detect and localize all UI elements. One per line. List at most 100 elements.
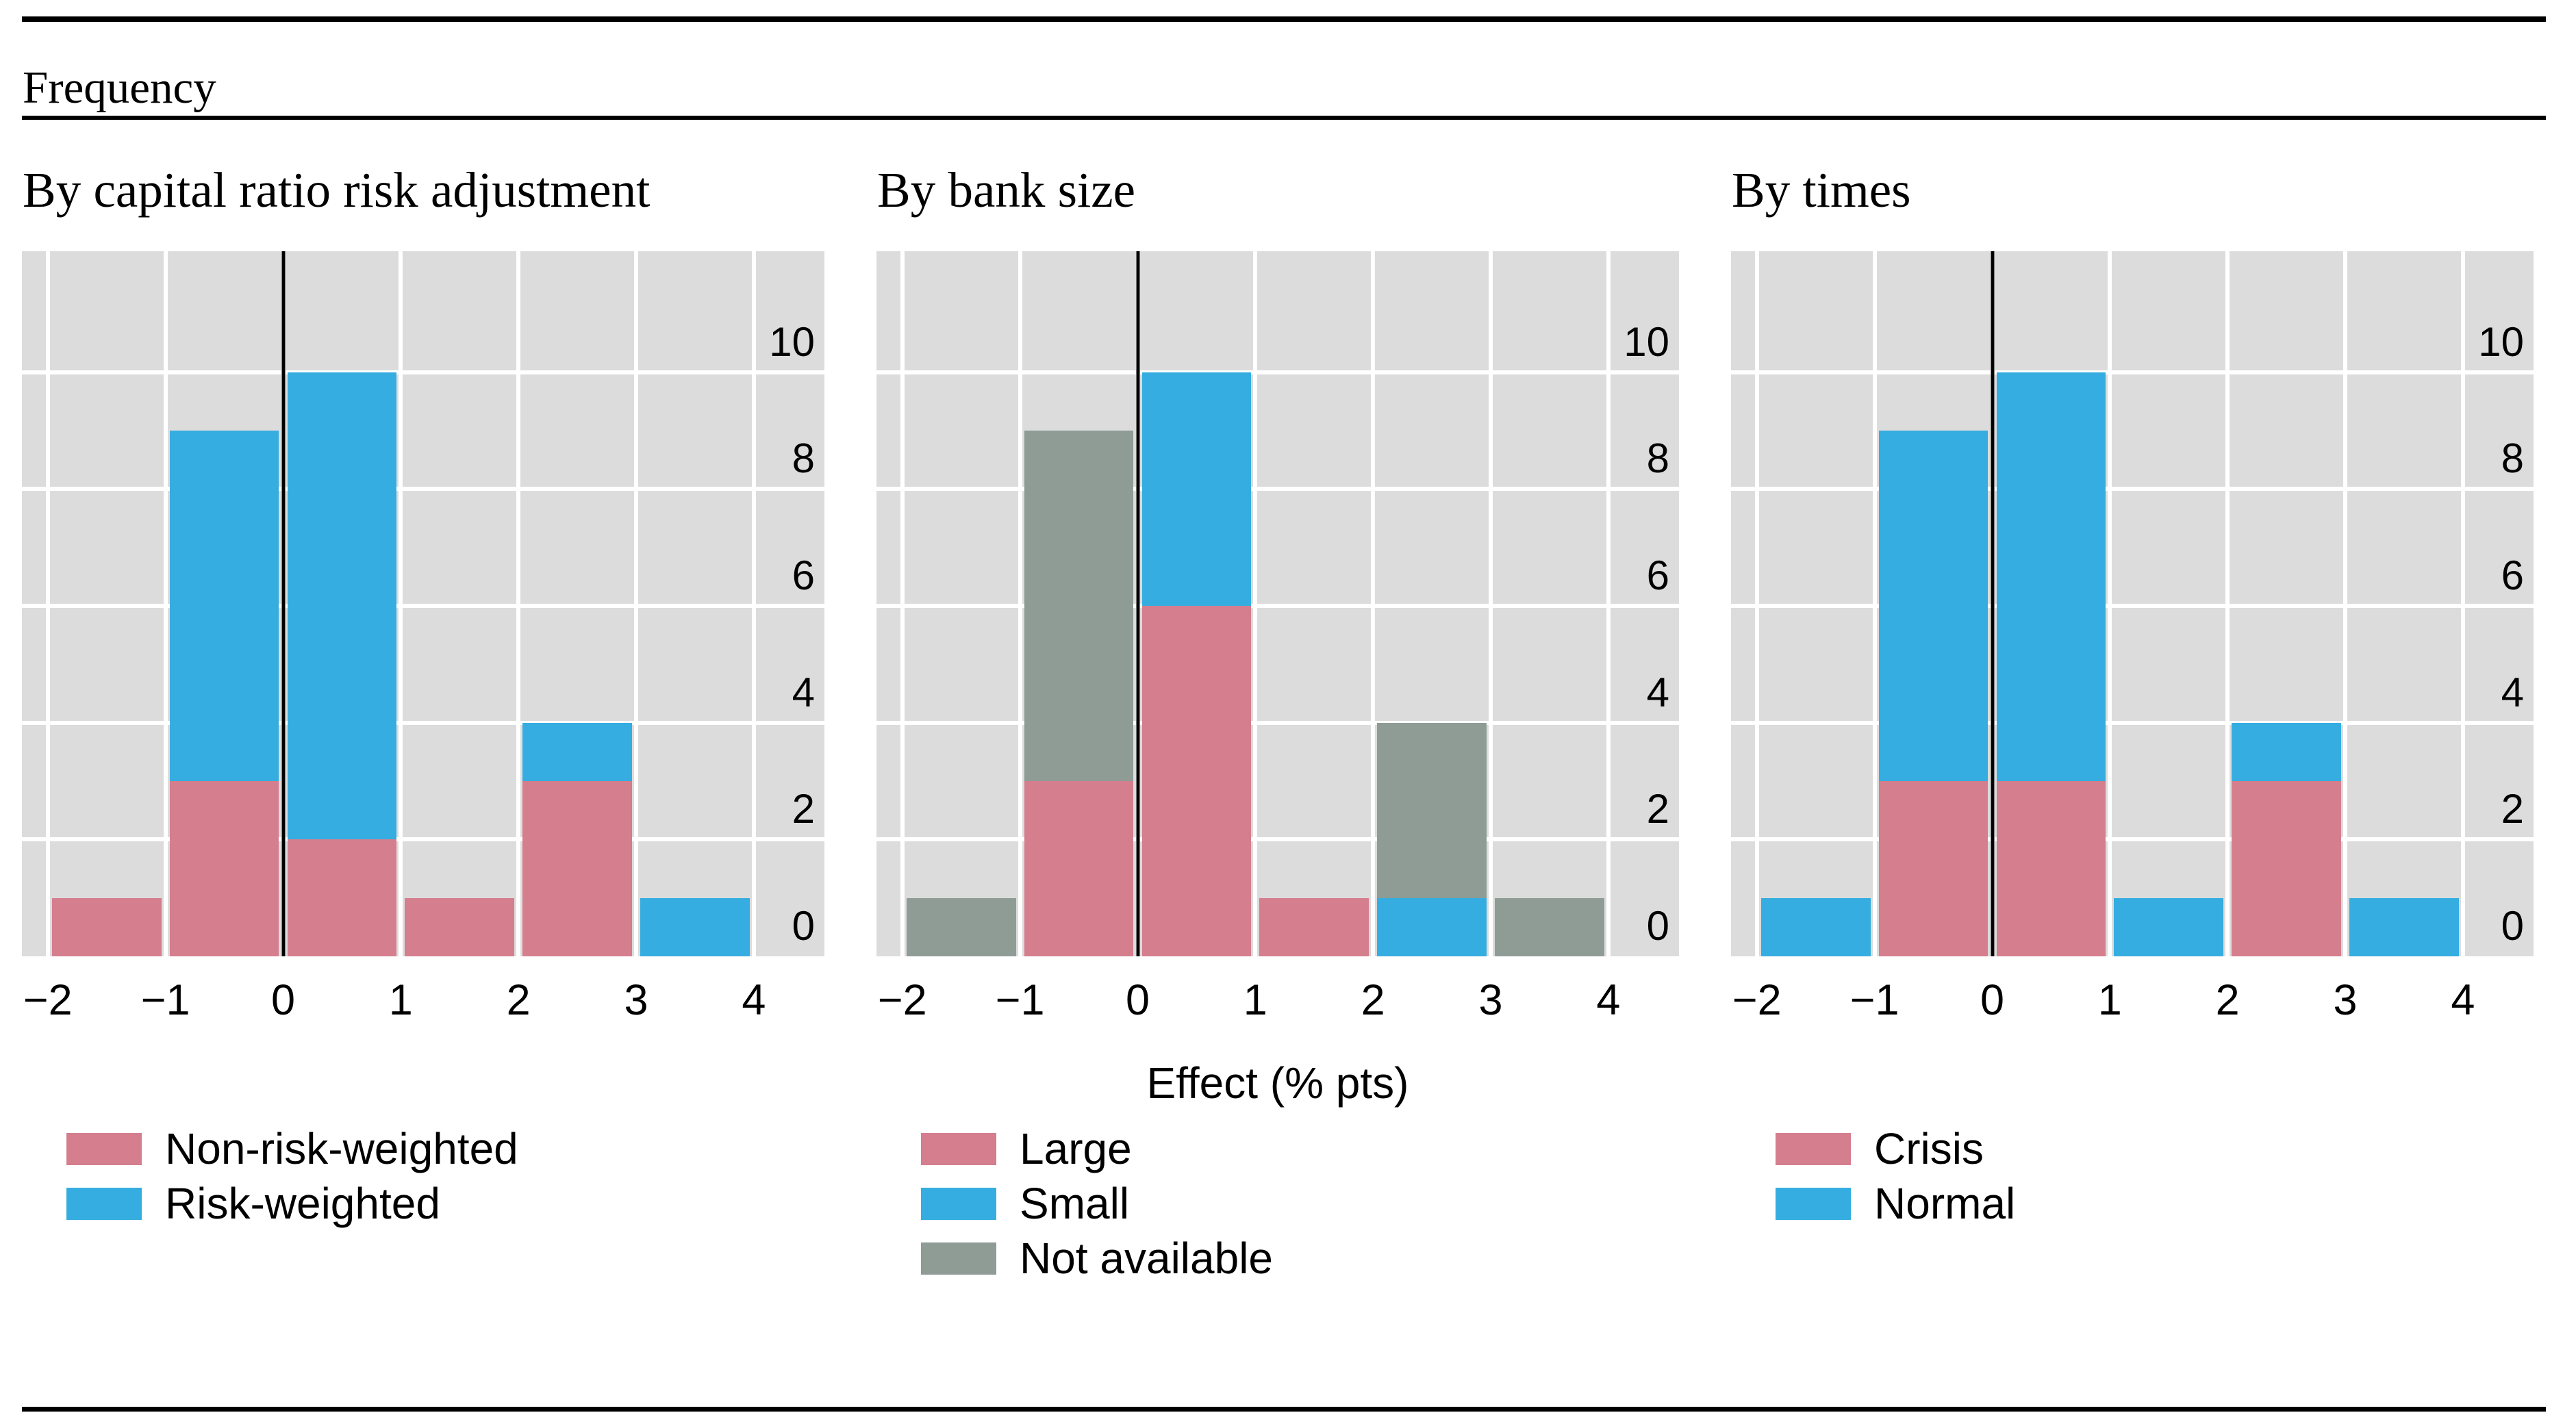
y-tick-label: 6: [1646, 552, 1669, 598]
horizontal-gridline: [1731, 487, 2534, 492]
x-tick-label: 3: [624, 976, 648, 1024]
plot-area: 0 2 4 6 8 10: [876, 251, 1679, 956]
bar-segment: [1024, 781, 1134, 956]
bar-segment: [51, 897, 162, 956]
figure-title: Frequency: [23, 62, 216, 113]
bar-segment: [1760, 897, 1871, 956]
horizontal-gridline: [1731, 720, 2534, 725]
x-tick-label: −1: [140, 976, 190, 1024]
bar-segment: [2349, 897, 2459, 956]
x-tick-label: −1: [1849, 976, 1899, 1024]
legend-swatch: [66, 1187, 142, 1220]
x-tick-labels: −2 −1 0 1 2 3 4: [1731, 979, 2534, 1034]
bottom-rule: [22, 1407, 2546, 1412]
x-tick-label: 4: [742, 976, 766, 1024]
bar-segment: [1495, 897, 1604, 956]
legend-swatch: [921, 1132, 996, 1165]
bar-segment: [287, 372, 397, 840]
y-tick-label: 2: [792, 786, 815, 832]
legend-swatch: [921, 1242, 996, 1275]
title-underline-rule: [22, 116, 2546, 120]
panel-subtitle: By times: [1732, 162, 1911, 218]
x-tick-label: 3: [1478, 976, 1503, 1024]
bar-segment: [2232, 781, 2341, 956]
zero-reference-line: [1991, 251, 1994, 956]
legend-swatch: [66, 1132, 142, 1165]
x-axis-label: Effect (% pts): [1146, 1058, 1409, 1108]
legend-item: Not available: [921, 1234, 1273, 1283]
legend-swatch: [921, 1187, 996, 1220]
y-tick-label: 10: [769, 318, 815, 365]
bar-segment: [1878, 781, 1988, 956]
legend-label: Crisis: [1874, 1124, 1984, 1173]
panel-subtitle: By capital ratio risk adjustment: [23, 162, 651, 218]
x-tick-labels: −2 −1 0 1 2 3 4: [22, 979, 824, 1034]
y-tick-label: 10: [2478, 318, 2524, 365]
bar-segment: [169, 781, 279, 956]
horizontal-gridline: [876, 604, 1679, 608]
panel-subtitle: By bank size: [877, 162, 1136, 218]
y-tick-label: 4: [2501, 669, 2524, 715]
y-tick-label: 4: [792, 669, 815, 715]
legend-item: Risk-weighted: [66, 1179, 518, 1228]
horizontal-gridline: [876, 720, 1679, 725]
bar-segment: [2114, 897, 2224, 956]
y-tick-label: 8: [1646, 435, 1669, 482]
y-tick-label: 4: [1646, 669, 1669, 715]
bar-segment: [1996, 372, 2106, 781]
x-tick-label: −2: [877, 976, 927, 1024]
panel-by-capital-ratio-risk-adjustment: By capital ratio risk adjustment 0 2 4 6 8 10…: [22, 0, 824, 1428]
horizontal-gridline: [22, 487, 824, 492]
bar-segment: [1377, 897, 1487, 956]
x-tick-label: −2: [23, 976, 73, 1024]
legend: Large Small Not available: [921, 1124, 1273, 1283]
y-tick-label: 0: [792, 903, 815, 949]
legend-label: Non-risk-weighted: [165, 1124, 518, 1173]
y-tick-label: 2: [1646, 786, 1669, 832]
y-tick-label: 8: [2501, 435, 2524, 482]
x-tick-label: 1: [388, 976, 413, 1024]
legend-swatch: [1776, 1187, 1851, 1220]
y-tick-label: 0: [2501, 903, 2524, 949]
legend-label: Small: [1020, 1179, 1130, 1228]
x-tick-label: 3: [2333, 976, 2358, 1024]
horizontal-gridline: [22, 720, 824, 725]
horizontal-gridline: [1731, 370, 2534, 374]
legend-label: Large: [1020, 1124, 1132, 1173]
panel-by-bank-size: By bank size 0 2 4 6 8 10 −2 −1 0 1 2 3 4 Effect (%…: [876, 0, 1679, 1428]
x-tick-label: 4: [2451, 976, 2475, 1024]
horizontal-gridline: [22, 837, 824, 842]
horizontal-gridline: [1731, 837, 2534, 842]
x-tick-label: 2: [1361, 976, 1385, 1024]
x-tick-label: 0: [270, 976, 296, 1024]
x-tick-label: 2: [2215, 976, 2240, 1024]
top-rule: [22, 16, 2546, 22]
legend-label: Risk-weighted: [165, 1179, 440, 1228]
legend-swatch: [1776, 1132, 1851, 1165]
legend-item: Normal: [1776, 1182, 2015, 1225]
bar-segment: [405, 897, 515, 956]
horizontal-gridline: [876, 487, 1679, 492]
bar-segment: [2232, 722, 2341, 781]
x-tick-label: 1: [1243, 976, 1267, 1024]
panel-by-times: By times 0 2 4 6 8 10 −2 −1 0 1 2 3 4 Crisis Normal: [1731, 0, 2534, 1428]
legend-label: Not available: [1020, 1234, 1273, 1283]
bar-segment: [1141, 606, 1252, 956]
bar-segment: [1996, 781, 2106, 956]
horizontal-gridline: [876, 837, 1679, 842]
zero-reference-line: [1136, 251, 1139, 956]
y-tick-label: 10: [1624, 318, 1669, 365]
bar-segment: [1141, 372, 1252, 606]
horizontal-gridline: [876, 370, 1679, 374]
bar-segment: [640, 897, 750, 956]
y-tick-label: 6: [2501, 552, 2524, 598]
x-tick-label: 0: [1125, 976, 1150, 1024]
x-tick-labels: −2 −1 0 1 2 3 4: [876, 979, 1679, 1034]
zero-reference-line: [281, 251, 285, 956]
plot-area: 0 2 4 6 8 10: [1731, 251, 2534, 956]
legend-item: Large: [921, 1124, 1273, 1173]
x-tick-label: −1: [995, 976, 1045, 1024]
x-tick-label: 2: [506, 976, 531, 1024]
plot-area: 0 2 4 6 8 10: [22, 251, 824, 956]
